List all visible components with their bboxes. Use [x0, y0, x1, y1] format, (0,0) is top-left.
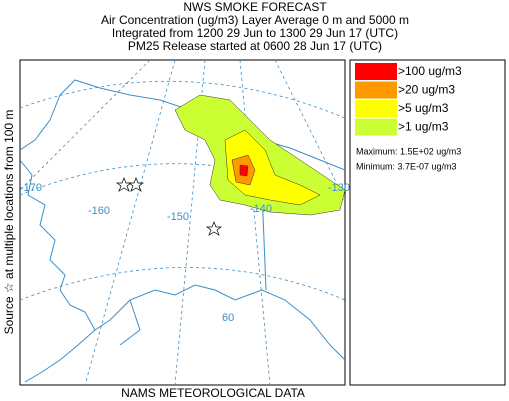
source-star	[127, 177, 145, 192]
subtitle: PM25 Release started at 0600 28 Jun 17 (…	[128, 39, 382, 53]
graticule	[20, 60, 151, 191]
graticule-label: 60	[222, 312, 234, 324]
legend: Maximum: 1.5E+02 ug/m3 Minimum: 3.7E-07 …	[349, 59, 506, 386]
legend-swatch	[355, 118, 397, 136]
graticule	[84, 60, 176, 385]
graticule-label: -160	[88, 205, 110, 217]
plume	[239, 164, 249, 177]
legend-maximum: Maximum: 1.5E+02 ug/m3	[356, 146, 461, 156]
side-label: Source ☆ at multiple locations from 100 …	[2, 110, 16, 335]
subtitle: Integrated from 1200 29 Jun to 1300 29 J…	[112, 26, 398, 40]
legend-swatch	[355, 100, 397, 117]
coastline	[20, 159, 96, 383]
graticule	[274, 60, 345, 201]
legend-swatch	[355, 63, 397, 80]
subtitle: Air Concentration (ug/m3) Layer Average …	[101, 13, 409, 27]
graticule	[20, 163, 345, 201]
source-star	[205, 221, 223, 236]
title: NWS SMOKE FORECAST	[183, 0, 327, 14]
graticule-label: -170	[20, 182, 42, 194]
footer: NAMS METEOROLOGICAL DATA	[121, 386, 305, 400]
graticule	[20, 267, 345, 301]
graticule-label: -150	[167, 211, 189, 223]
legend-swatch	[355, 81, 397, 99]
map: -170 -160 -150 -140 -130 60	[19, 59, 350, 386]
legend-label: >20 ug/m3	[398, 83, 455, 97]
graticule	[239, 60, 271, 385]
legend-minimum: Minimum: 3.7E-07 ug/m3	[356, 161, 457, 171]
coastline	[20, 79, 345, 171]
plume	[224, 129, 321, 206]
graticule-label: -130	[328, 182, 350, 194]
graticule-label: -140	[250, 203, 272, 215]
legend-label: >5 ug/m3	[398, 101, 449, 115]
legend-label: >100 ug/m3	[398, 64, 462, 78]
coastline	[119, 299, 141, 346]
graticule	[20, 80, 345, 119]
legend-label: >1 ug/m3	[398, 120, 449, 134]
